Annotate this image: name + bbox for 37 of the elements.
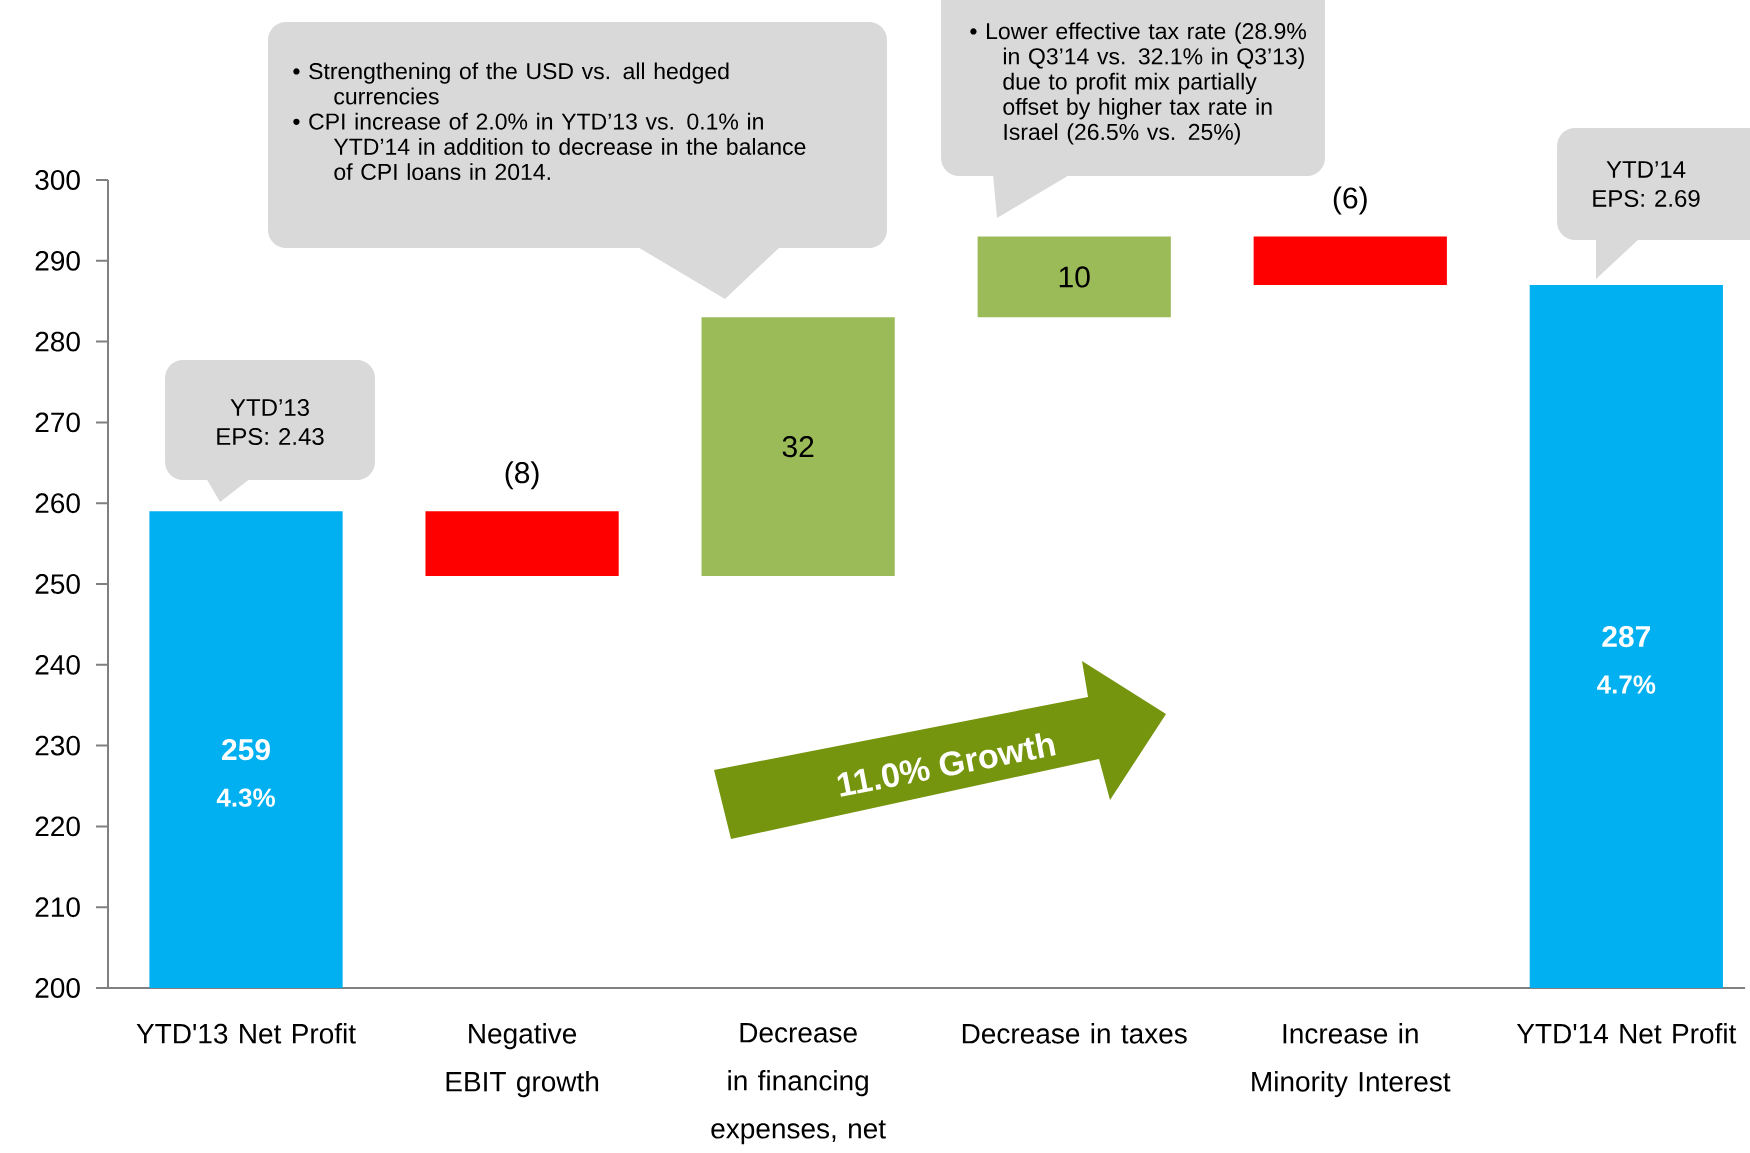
- annotation: YTD’13 EPS: 2.43: [217, 399, 324, 446]
- annotation: • CPI increase of 2.0% in YTD’13 vs. 0.1% in YTD’14 in addition to decrease in the balance of CPI loans in 2014.: [293, 112, 806, 181]
- annotation: 11.0% Growth: [837, 733, 1056, 797]
- y-tick-label: 270: [35, 412, 80, 433]
- y-tick-label: 210: [35, 897, 80, 918]
- data-label: 287: [1602, 625, 1651, 648]
- x-tick-label: YTD'14 Net Profit: [1516, 1023, 1737, 1044]
- data-label: (6): [1333, 186, 1367, 215]
- y-tick-label: 250: [35, 574, 80, 594]
- data-label: (8): [505, 461, 539, 490]
- data-label: 10: [1059, 266, 1090, 288]
- text: • Lower effective tax rate (28.9% in Q3’14 vs. 32.1% in Q3’13) due to profit mix partially offset by higher tax rate in Israel (26.5% vs. 25%): [970, 22, 1306, 145]
- x-tick-label: YTD'13 Net Profit: [136, 1023, 356, 1044]
- y-tick-label: 300: [35, 170, 80, 190]
- annotation: 4.3%: [216, 788, 275, 807]
- y-tick-label: 260: [35, 493, 80, 514]
- x-tick-label: Decrease in taxes: [962, 1023, 1187, 1044]
- x-tick-label: Increase in Minority Interest: [1252, 1023, 1451, 1098]
- x-tick-label: Negative EBIT growth: [446, 1023, 599, 1098]
- y-tick-label: 200: [35, 978, 80, 998]
- data-label: 32: [782, 436, 814, 458]
- bar: [701, 317, 895, 576]
- bar: [149, 511, 343, 989]
- y-tick-label: 240: [35, 654, 80, 675]
- annotation: 4.7%: [1597, 675, 1656, 694]
- bar: [977, 236, 1171, 318]
- bar: [1529, 285, 1723, 989]
- y-tick-label: 220: [35, 816, 80, 837]
- y-tick-label: 230: [35, 735, 80, 756]
- text: • Strengthening of the USD vs. all hedged currencies: [293, 62, 729, 105]
- bar: [425, 511, 619, 576]
- bar: [1253, 236, 1447, 286]
- annotation: YTD’14 EPS: 2.69: [1593, 161, 1700, 207]
- y-tick-label: 280: [35, 331, 80, 352]
- x-tick-label: Decrease in financing expenses, net: [711, 1023, 886, 1145]
- y-tick-label: 290: [35, 250, 80, 271]
- data-label: 259: [222, 739, 270, 761]
